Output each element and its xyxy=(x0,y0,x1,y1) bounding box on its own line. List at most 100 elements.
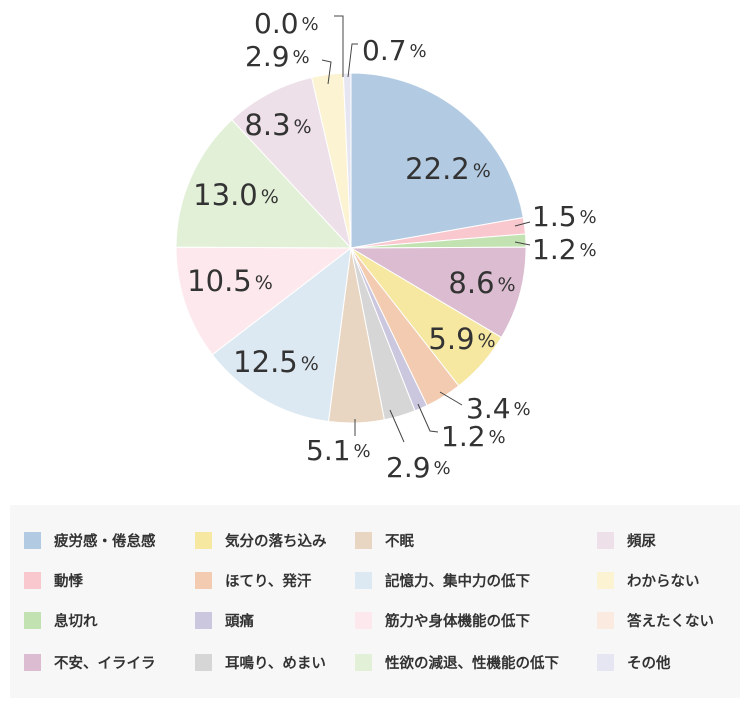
legend-item: 筋力や身体機能の低下 xyxy=(355,608,530,632)
data-label: 3.4% xyxy=(466,392,531,425)
data-label-value: 3.4 xyxy=(466,392,511,425)
legend-swatch xyxy=(195,571,212,589)
data-label-unit: % xyxy=(410,41,427,62)
leader-line xyxy=(334,15,344,77)
data-label-value: 13.0 xyxy=(193,178,258,212)
legend-swatch xyxy=(597,531,614,549)
data-label: 1.5% xyxy=(532,200,597,233)
legend-label: 動悸 xyxy=(54,573,83,590)
data-label-value: 8.3 xyxy=(244,108,290,142)
data-label-value: 12.5 xyxy=(233,345,298,379)
data-label-value: 5.9 xyxy=(428,322,474,356)
legend-label: 記憶力、集中力の低下 xyxy=(385,573,530,590)
data-label-unit: % xyxy=(294,116,312,138)
leader-line xyxy=(514,241,531,246)
data-label: 22.2% xyxy=(405,152,491,186)
legend-swatch xyxy=(24,653,41,671)
data-label: 0.7% xyxy=(362,34,427,67)
data-label-unit: % xyxy=(261,186,279,208)
legend-item: 動悸 xyxy=(24,568,83,592)
data-label: 0.0% xyxy=(254,7,319,40)
data-label-unit: % xyxy=(255,272,273,294)
pie-slice xyxy=(349,246,527,339)
data-label: 2.9% xyxy=(245,40,310,73)
data-label-value: 2.9 xyxy=(245,40,290,73)
data-label-value: 10.5 xyxy=(187,264,252,298)
legend-swatch xyxy=(24,531,41,549)
data-label-value: 0.0 xyxy=(254,7,299,40)
data-label-value: 22.2 xyxy=(405,152,470,186)
pie-slice xyxy=(175,246,353,356)
legend-swatch xyxy=(355,571,372,589)
data-label-unit: % xyxy=(580,240,597,261)
legend-item: ほてり、発汗 xyxy=(195,568,311,592)
legend-item: 息切れ xyxy=(24,608,98,632)
legend-item: その他 xyxy=(597,650,671,674)
legend-item: 頭痛 xyxy=(195,608,254,632)
data-label-unit: % xyxy=(498,274,516,296)
legend-swatch xyxy=(195,611,212,629)
legend-label: 頻尿 xyxy=(627,533,656,550)
legend-swatch xyxy=(355,653,372,671)
data-label: 12.5% xyxy=(233,345,319,379)
pie-slice xyxy=(175,119,353,249)
data-label-value: 0.7 xyxy=(362,34,407,67)
data-label-value: 1.5 xyxy=(532,200,577,233)
data-label-unit: % xyxy=(580,207,597,228)
legend-label: わからない xyxy=(627,573,700,590)
legend-swatch xyxy=(597,571,614,589)
data-label: 8.3% xyxy=(244,108,311,142)
data-label-unit: % xyxy=(514,399,531,420)
data-label-unit: % xyxy=(434,458,451,479)
data-label-unit: % xyxy=(478,330,496,352)
data-label: 1.2% xyxy=(441,420,506,453)
legend-label: 不安、イライラ xyxy=(54,655,156,672)
pie-slice xyxy=(350,72,524,249)
data-label-unit: % xyxy=(302,14,319,35)
legend-swatch xyxy=(195,531,212,549)
data-label: 1.2% xyxy=(532,233,597,266)
pie-chart: 22.2 %1.5 %1.2 %8.6 %5.9 %3.4 %1.2 %2.9 %5.1 %12.… xyxy=(175,7,597,484)
legend-label: 気分の落ち込み xyxy=(225,533,327,550)
legend-swatch xyxy=(24,571,41,589)
legend: 疲労感・倦怠感 動悸 息切れ 不安、イライラ 気分の落ち込み ほてり、発汗 頭痛 耳鳴り、めま… xyxy=(10,505,740,698)
leader-line xyxy=(514,221,531,227)
legend-item: 疲労感・倦怠感 xyxy=(24,528,156,552)
data-label: 5.9% xyxy=(428,322,495,356)
data-label-value: 8.6 xyxy=(448,266,494,300)
legend-item: 性欲の減退、性機能の低下 xyxy=(355,650,559,674)
data-label: 13.0% xyxy=(193,178,279,212)
legend-item: 不眠 xyxy=(355,528,414,552)
legend-item: わからない xyxy=(597,568,700,592)
legend-item: 気分の落ち込み xyxy=(195,528,327,552)
pie-slice xyxy=(211,246,352,423)
data-label-unit: % xyxy=(293,47,310,68)
legend-item: 答えたくない xyxy=(597,608,714,632)
data-label-unit: % xyxy=(354,441,371,462)
legend-label: ほてり、発汗 xyxy=(225,573,312,590)
data-label-unit: % xyxy=(489,427,506,448)
leader-line xyxy=(417,403,439,433)
legend-item: 不安、イライラ xyxy=(24,650,156,674)
leader-line xyxy=(439,391,463,406)
legend-swatch xyxy=(597,653,614,671)
leader-line xyxy=(321,59,332,85)
legend-label: その他 xyxy=(627,655,671,672)
data-label: 5.1% xyxy=(306,434,371,467)
legend-swatch xyxy=(597,611,614,629)
legend-label: 息切れ xyxy=(54,613,98,630)
data-label: 2.9% xyxy=(386,451,451,484)
data-label-unit: % xyxy=(301,353,319,375)
leader-line xyxy=(389,409,405,443)
legend-label: 不眠 xyxy=(385,533,414,550)
legend-label: 頭痛 xyxy=(225,613,254,630)
data-label: 8.6% xyxy=(448,266,515,300)
legend-label: 筋力や身体機能の低下 xyxy=(385,613,530,630)
legend-swatch xyxy=(24,611,41,629)
data-label-value: 1.2 xyxy=(441,420,486,453)
legend-swatch xyxy=(355,531,372,549)
legend-item: 頻尿 xyxy=(597,528,656,552)
data-label-value: 2.9 xyxy=(386,451,431,484)
data-label-value: 5.1 xyxy=(306,434,351,467)
data-label-value: 1.2 xyxy=(532,233,577,266)
